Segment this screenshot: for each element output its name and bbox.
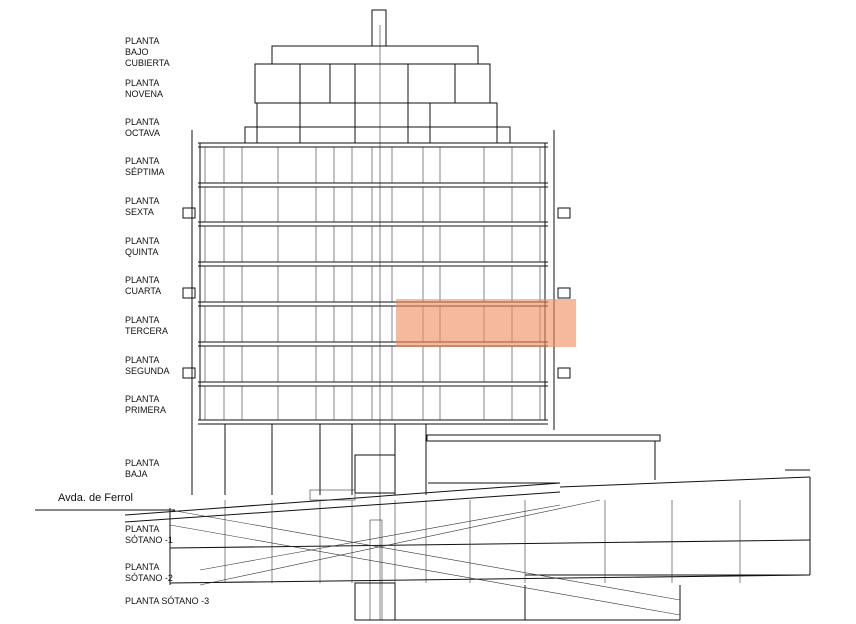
floor-label: BAJO [125,47,149,57]
floor-label: SÓTANO -2 [125,573,173,583]
outline [256,102,498,144]
outline [182,367,196,379]
floor-label: PLANTA [125,156,159,166]
floor-label: SÉPTIMA [125,167,165,177]
floor-label: PLANTA SÓTANO -3 [125,596,209,606]
floor-labels: PLANTABAJOCUBIERTAPLANTANOVENAPLANTAOCTA… [125,36,209,606]
floor-label: PLANTA [125,196,159,206]
outline [557,207,571,219]
line [124,482,561,516]
floor-label: CUBIERTA [125,58,170,68]
floor-label: SEXTA [125,207,154,217]
floor-label: PLANTA [125,524,159,534]
line [169,574,811,584]
outline [354,582,396,621]
floor-label: TERCERA [125,326,168,336]
floor-label: SÓTANO -1 [125,535,173,545]
line [169,509,681,601]
floor-label: PLANTA [125,315,159,325]
floor-label: SEGUNDA [125,366,170,376]
street-label: Avda. de Ferrol [58,492,133,504]
floor-label: PLANTA [125,275,159,285]
floor-label: PLANTA [125,117,159,127]
line [169,524,681,616]
floor-label: PLANTA [125,562,159,572]
floor-label: PLANTA [125,355,159,365]
line [559,476,811,488]
floor-label: QUINTA [125,247,158,257]
floor-label: PLANTA [125,394,159,404]
highlight [396,299,576,347]
floor-label: BAJA [125,469,148,479]
floor-label: OCTAVA [125,128,160,138]
floor-label: PLANTA [125,458,159,468]
line [199,499,601,586]
floor-label: PLANTA [125,236,159,246]
floor-label: PRIMERA [125,405,166,415]
outline [371,9,387,47]
floor-label: PLANTA [125,78,159,88]
floor-label: CUARTA [125,286,161,296]
outline [354,454,396,494]
outline [182,207,196,219]
outline [244,126,511,144]
line [199,504,561,571]
outline [309,489,356,501]
floor-label: NOVENA [125,89,163,99]
outline [557,287,571,299]
outline [426,434,661,442]
building-lines [35,9,811,621]
floor-label: PLANTA [125,36,159,46]
outline [557,367,571,379]
line [124,491,561,523]
outline [271,45,479,65]
outline [182,287,196,299]
line [169,539,811,549]
